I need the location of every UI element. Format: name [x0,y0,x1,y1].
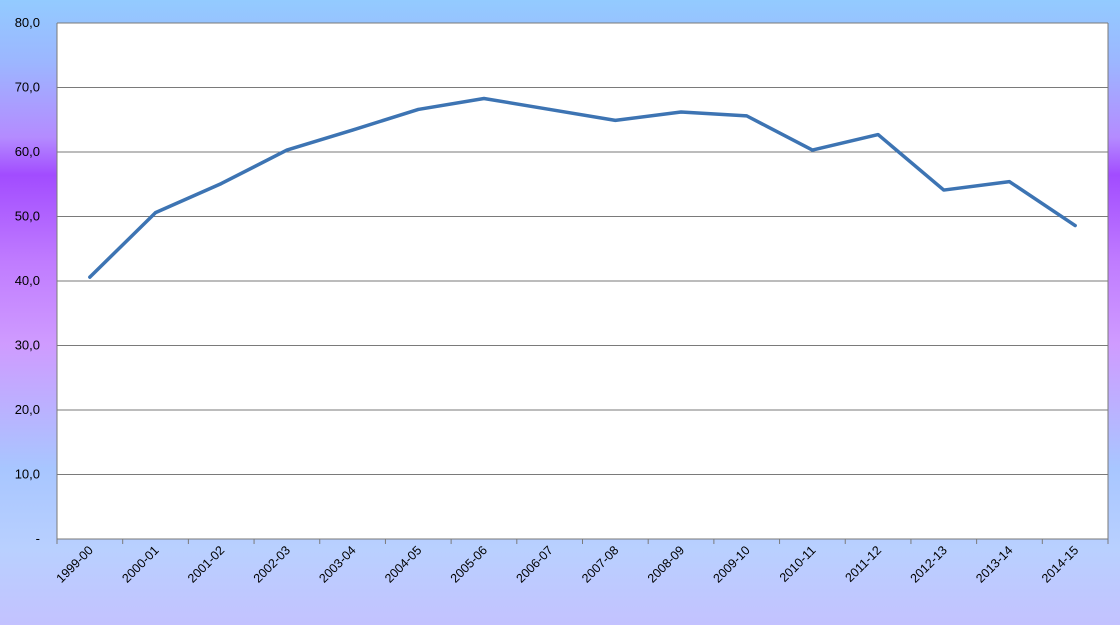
y-tick-label: 30,0 [15,338,40,353]
data-point [679,110,683,114]
x-tick-label: 2000-01 [119,543,161,585]
x-tick-label: 2008-09 [645,543,687,585]
data-point [1073,224,1077,228]
data-point [482,96,486,100]
x-tick-label: 2002-03 [251,543,293,585]
series-line [88,96,1077,279]
x-tick-label: 2007-08 [579,543,621,585]
x-tick-label: 2012-13 [908,543,950,585]
x-tick-label: 2013-14 [973,543,1015,585]
gridlines [56,22,1109,544]
x-tick-label: 2006-07 [513,543,555,585]
data-point [88,275,92,279]
y-axis-tick-labels: - 10,0 20,0 30,0 40,0 50,0 60,0 70,0 80,0 [15,15,40,546]
data-point [1007,180,1011,184]
data-point [285,148,289,152]
y-tick-label: 80,0 [15,15,40,30]
data-point [154,211,158,215]
y-tick-label: 60,0 [15,144,40,159]
y-tick-label: 70,0 [15,80,40,95]
data-point [351,128,355,132]
x-axis-tick-labels: 1999-00 2000-01 2001-02 2002-03 2003-04 2004-… [54,543,1082,585]
data-point [548,107,552,111]
data-point [219,182,223,186]
y-tick-label: - [36,531,40,546]
data-point [613,118,617,122]
data-point [942,188,946,192]
data-point [876,133,880,137]
y-tick-label: 40,0 [15,273,40,288]
x-tick-label: 2010-11 [777,543,819,585]
x-tick-label: 2004-05 [382,543,424,585]
y-tick-label: 10,0 [15,467,40,482]
data-point [810,148,814,152]
series-group [88,96,1077,279]
x-tick-label: 1999-00 [54,543,96,585]
data-point [745,114,749,118]
y-tick-label: 20,0 [15,402,40,417]
x-tick-label: 2009-10 [711,543,753,585]
x-tick-label: 2005-06 [448,543,490,585]
x-tick-label: 2003-04 [316,543,358,585]
y-tick-label: 50,0 [15,209,40,224]
x-tick-label: 2001-02 [185,543,227,585]
x-tick-label: 2014-15 [1039,543,1081,585]
x-tick-label: 2011-12 [843,543,885,585]
data-point [416,107,420,111]
